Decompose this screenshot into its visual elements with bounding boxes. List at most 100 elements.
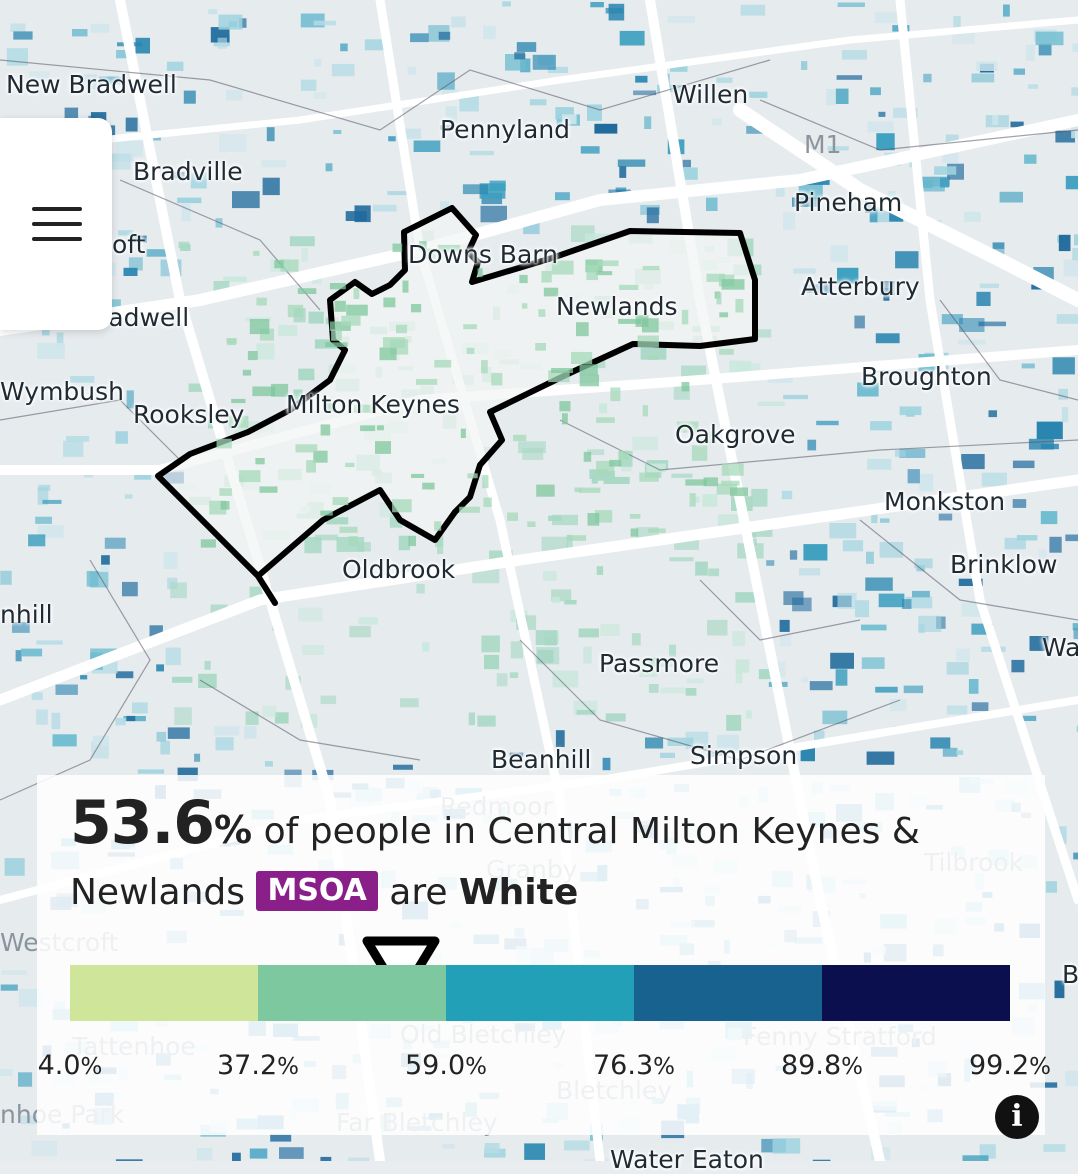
building-footprint	[900, 406, 922, 415]
info-icon[interactable]: i	[995, 1095, 1039, 1139]
area-building-footprint	[459, 507, 480, 513]
area-building-footprint	[643, 405, 648, 416]
building-footprint	[782, 491, 792, 499]
building-footprint	[969, 679, 979, 694]
building-footprint	[261, 160, 286, 167]
legend-tick-unit: %	[465, 1054, 487, 1080]
place-label-pineham: Pineham	[794, 188, 902, 217]
building-footprint	[1065, 535, 1078, 542]
area-building-footprint	[383, 337, 405, 348]
building-footprint	[416, 584, 424, 594]
building-footprint	[822, 711, 847, 725]
area-building-footprint	[392, 499, 412, 512]
legend-tick-value: 99.2	[969, 1050, 1029, 1081]
building-footprint	[170, 582, 187, 598]
building-footprint	[115, 718, 125, 725]
building-footprint	[373, 205, 397, 212]
building-footprint	[160, 741, 170, 755]
building-footprint	[265, 761, 273, 767]
area-building-footprint	[630, 514, 641, 519]
building-footprint	[783, 591, 803, 605]
building-footprint	[524, 1143, 545, 1160]
building-footprint	[36, 710, 48, 725]
building-footprint	[177, 198, 201, 204]
building-footprint	[1036, 32, 1064, 46]
building-footprint	[895, 251, 918, 268]
building-footprint	[976, 61, 997, 71]
area-building-footprint	[721, 481, 740, 486]
building-footprint	[961, 454, 985, 469]
building-footprint	[1071, 87, 1078, 95]
building-footprint	[597, 566, 603, 575]
building-footprint	[972, 702, 989, 711]
building-footprint	[126, 118, 138, 132]
building-footprint	[18, 1072, 32, 1086]
building-footprint	[773, 1138, 801, 1153]
area-building-footprint	[408, 536, 416, 546]
building-footprint	[1064, 260, 1078, 277]
place-label-milton-keynes: Milton Keynes	[286, 390, 460, 419]
building-footprint	[749, 92, 767, 98]
building-footprint	[1072, 44, 1078, 52]
area-building-footprint	[513, 435, 526, 441]
legend-tick-unit: %	[277, 1054, 299, 1080]
building-footprint	[543, 571, 557, 581]
area-building-footprint	[610, 388, 620, 402]
legend-tick-value: 59.0	[405, 1050, 465, 1081]
building-footprint	[138, 769, 164, 773]
area-building-footprint	[643, 266, 660, 270]
legend-tick-unit: %	[653, 1054, 675, 1080]
area-building-footprint	[463, 324, 477, 329]
place-label-beanhill: Beanhill	[491, 745, 591, 774]
building-footprint	[964, 212, 981, 222]
building-footprint	[470, 151, 494, 155]
building-footprint	[309, 312, 324, 324]
building-footprint	[923, 74, 931, 83]
area-building-footprint	[536, 485, 555, 497]
building-footprint	[843, 540, 863, 551]
building-footprint	[122, 582, 138, 596]
summary-verb: are	[389, 872, 447, 913]
menu-button[interactable]	[0, 118, 112, 330]
building-footprint	[256, 343, 274, 359]
building-footprint	[1028, 84, 1038, 89]
building-footprint	[956, 649, 970, 662]
legend-swatch-5	[822, 965, 1010, 1021]
building-footprint	[1053, 357, 1075, 374]
building-footprint	[826, 89, 835, 106]
building-footprint	[216, 737, 234, 750]
area-building-footprint	[331, 329, 342, 340]
building-footprint	[349, 626, 370, 637]
building-footprint	[838, 3, 865, 8]
building-footprint	[707, 620, 728, 636]
area-building-footprint	[333, 497, 349, 505]
building-footprint	[555, 192, 570, 200]
building-footprint	[399, 536, 410, 551]
building-footprint	[0, 1069, 12, 1076]
area-building-footprint	[345, 463, 354, 467]
place-label-pennyland: Pennyland	[440, 115, 570, 144]
building-footprint	[510, 672, 519, 678]
building-footprint	[91, 24, 110, 33]
area-building-footprint	[298, 288, 317, 294]
building-footprint	[908, 469, 920, 483]
building-footprint	[895, 450, 906, 457]
building-footprint	[801, 61, 807, 70]
summary-category: White	[459, 872, 578, 913]
place-label-water-eaton: Water Eaton	[610, 1145, 764, 1174]
building-footprint	[836, 89, 849, 104]
area-building-footprint	[559, 401, 570, 411]
building-footprint	[552, 597, 560, 603]
area-building-footprint	[541, 271, 551, 283]
building-footprint	[1014, 69, 1025, 75]
building-footprint	[875, 687, 898, 693]
area-building-footprint	[482, 475, 488, 488]
building-footprint	[302, 645, 324, 655]
building-footprint	[668, 16, 696, 23]
place-label-simpson: Simpson	[690, 741, 797, 770]
building-footprint	[600, 624, 620, 636]
area-building-footprint	[461, 429, 466, 438]
building-footprint	[940, 178, 949, 188]
place-label-oakgrove: Oakgrove	[675, 420, 796, 449]
building-footprint	[157, 732, 167, 742]
